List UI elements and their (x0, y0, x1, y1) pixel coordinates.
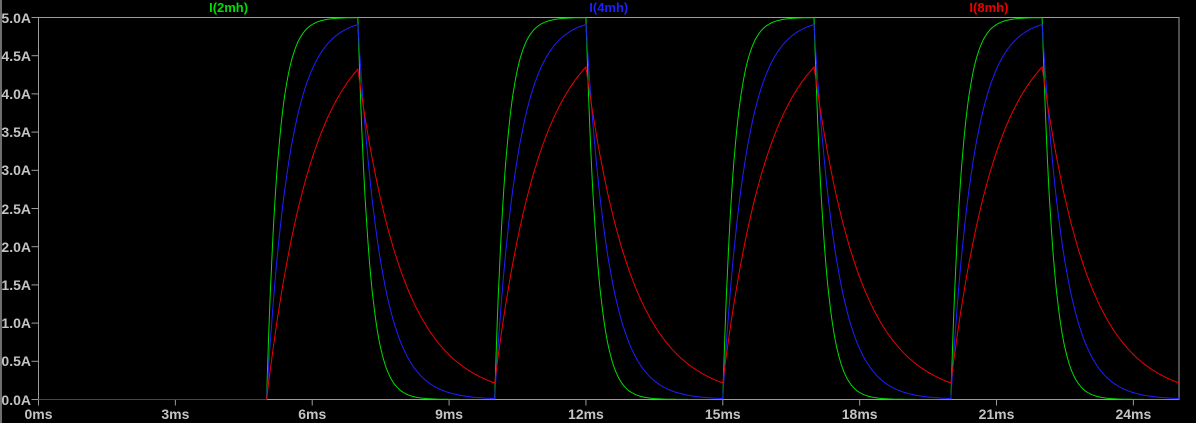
trace-label-i8mh[interactable]: I(8mh) (969, 0, 1009, 15)
x-tick-label-24ms: 24ms (1115, 406, 1152, 422)
x-tick-label-21ms: 21ms (978, 406, 1015, 422)
trace-label-i4mh[interactable]: I(4mh) (589, 0, 629, 15)
y-tick-label-15a: 1.5A (1, 276, 31, 293)
x-tick-label-9ms: 9ms (435, 406, 464, 422)
trace-i2mh[interactable] (38, 17, 1180, 400)
x-tick-label-3ms: 3ms (161, 406, 190, 422)
y-tick-label-45a: 4.5A (1, 47, 31, 64)
y-tick-label-50a: 5.0A (1, 9, 31, 26)
y-tick-label-10a: 1.0A (1, 315, 31, 332)
trace-label-i2mh[interactable]: I(2mh) (209, 0, 249, 15)
pane-left-border (0, 0, 2, 423)
x-tick-label-0ms: 0ms (24, 406, 53, 422)
y-tick-label-00a: 0.0A (1, 391, 31, 408)
y-tick-label-20a: 2.0A (1, 238, 31, 255)
y-tick-label-35a: 3.5A (1, 124, 31, 141)
x-tick-label-12ms: 12ms (568, 406, 604, 422)
plot-border (38, 17, 1180, 400)
y-tick-label-30a: 3.0A (1, 162, 31, 179)
y-tick-label-25a: 2.5A (1, 200, 31, 217)
x-tick-label-18ms: 18ms (841, 406, 878, 422)
x-tick-label-6ms: 6ms (298, 406, 327, 422)
x-tick-label-15ms: 15ms (704, 406, 741, 422)
trace-i8mh[interactable] (38, 65, 1180, 400)
y-tick-label-05a: 0.5A (1, 353, 31, 370)
trace-i4mh[interactable] (38, 23, 1180, 400)
y-tick-label-40a: 4.0A (1, 85, 31, 102)
